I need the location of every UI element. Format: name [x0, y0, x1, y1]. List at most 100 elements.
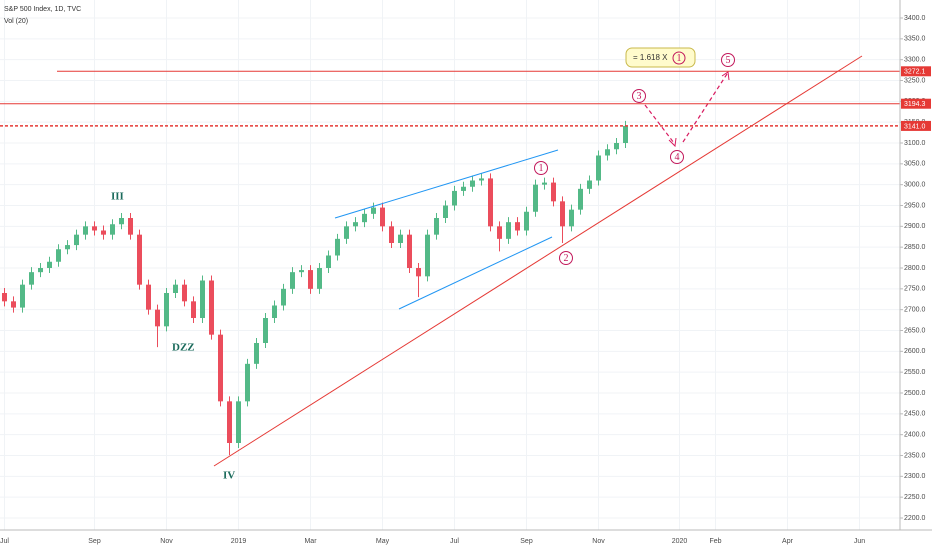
- y-tick-label: 2750.0: [904, 286, 926, 293]
- candle-body: [299, 270, 304, 273]
- candle-body: [281, 288, 286, 306]
- x-tick-label: Jun: [854, 538, 865, 545]
- candle-body: [191, 301, 196, 318]
- candle-body: [227, 401, 232, 443]
- x-tick-label: Jul: [450, 538, 459, 545]
- candle-body: [38, 268, 43, 273]
- y-tick-label: 2700.0: [904, 307, 926, 314]
- candle-body: [344, 226, 349, 239]
- y-tick-label: 3400.0: [904, 15, 926, 22]
- y-tick-label: 2900.0: [904, 223, 926, 230]
- y-tick-label: 3350.0: [904, 36, 926, 43]
- candle-body: [362, 213, 367, 223]
- candle-body: [74, 234, 79, 246]
- candle-body: [236, 401, 241, 443]
- chart-title: S&P 500 Index, 1D, TVC: [4, 6, 81, 13]
- candle-body: [488, 178, 493, 227]
- price-labels: 3272.1 3194.3 3141.0: [901, 66, 931, 131]
- candle-body: [443, 205, 448, 218]
- candle-body: [317, 268, 322, 289]
- y-tick-label: 2500.0: [904, 390, 926, 397]
- candle-body: [2, 293, 7, 302]
- count-circle: [632, 89, 646, 103]
- candle-body: [182, 284, 187, 302]
- candle-body: [173, 284, 178, 293]
- y-tick-label: 2200.0: [904, 515, 926, 522]
- count-label: 2: [564, 253, 569, 264]
- y-tick-label: 2550.0: [904, 369, 926, 376]
- candle-body: [29, 272, 34, 285]
- wedge-upper: [334, 149, 559, 219]
- count-circle: [721, 53, 735, 67]
- count-circle: [534, 161, 548, 175]
- candle-body: [146, 284, 151, 310]
- count-circle: [670, 150, 684, 164]
- wave-label: III: [111, 191, 124, 203]
- candle-body: [326, 255, 331, 268]
- x-tick-label: May: [376, 538, 390, 545]
- x-tick-label: 2019: [231, 538, 247, 545]
- price-axis: [900, 0, 932, 550]
- y-tick-label: 3100.0: [904, 140, 926, 147]
- x-tick-label: Jul: [0, 538, 9, 545]
- y-tick-label: 2350.0: [904, 452, 926, 459]
- candle-body: [218, 334, 223, 402]
- candle-body: [155, 309, 160, 327]
- candle-body: [551, 182, 556, 202]
- candle-body: [614, 143, 619, 150]
- candle-body: [578, 188, 583, 210]
- candle-body: [479, 178, 484, 181]
- candle-body: [452, 190, 457, 206]
- price-tag-label: 3194.3: [904, 101, 926, 108]
- x-tick-label: 2020: [672, 538, 688, 545]
- candle-body: [92, 226, 97, 231]
- candle-body: [515, 222, 520, 231]
- fib-ref: 1: [677, 53, 682, 64]
- x-tick-label: Feb: [709, 538, 721, 545]
- wave-label: DZZ: [172, 342, 195, 354]
- x-tick-label: Mar: [304, 538, 317, 545]
- x-tick-label: Sep: [88, 538, 101, 545]
- candle-body: [209, 280, 214, 335]
- price-tag: [901, 66, 931, 77]
- candle-body: [65, 245, 70, 250]
- candle-body: [587, 180, 592, 189]
- price-tag: [901, 120, 931, 131]
- candle-body: [407, 234, 412, 268]
- arrow-head: [721, 71, 730, 81]
- count-label: 5: [726, 55, 731, 66]
- indicator-label: Vol (20): [4, 18, 28, 25]
- candle-body: [263, 318, 268, 343]
- x-tick-label: Nov: [160, 538, 173, 545]
- price-tag-label: 3272.1: [904, 69, 926, 76]
- candle-body: [245, 363, 250, 402]
- y-tick-label: 3050.0: [904, 161, 926, 168]
- candle-body: [308, 270, 313, 289]
- candle-body: [380, 207, 385, 227]
- price-tag-label: 3141.0: [904, 123, 926, 130]
- horizontal-lines: [0, 70, 900, 127]
- callout: [625, 47, 696, 68]
- candle-body: [254, 343, 259, 364]
- count-circle: [672, 51, 686, 65]
- candle-body: [272, 305, 277, 318]
- candles: [2, 120, 628, 456]
- y-tick-label: 3000.0: [904, 182, 926, 189]
- candle-body: [605, 149, 610, 156]
- candle-body: [101, 230, 106, 235]
- y-tick-label: 2250.0: [904, 494, 926, 501]
- y-tick-label: 2300.0: [904, 473, 926, 480]
- candle-body: [56, 249, 61, 262]
- candle-body: [416, 268, 421, 277]
- arrow-head: [668, 137, 677, 148]
- candle-body: [119, 218, 124, 225]
- candle-body: [533, 184, 538, 212]
- y-tick-label: 2650.0: [904, 327, 926, 334]
- candle-body: [425, 234, 430, 277]
- grid: [0, 0, 900, 530]
- y-tick-label: 3250.0: [904, 77, 926, 84]
- candle-body: [506, 222, 511, 239]
- candle-body: [335, 238, 340, 256]
- candle-body: [461, 186, 466, 191]
